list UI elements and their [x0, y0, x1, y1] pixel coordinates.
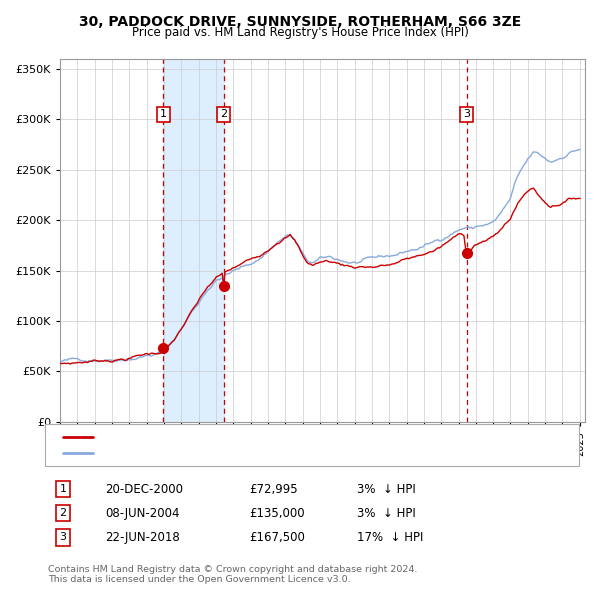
Text: Contains HM Land Registry data © Crown copyright and database right 2024.
This d: Contains HM Land Registry data © Crown c…	[48, 565, 418, 584]
Text: 3%  ↓ HPI: 3% ↓ HPI	[357, 483, 416, 496]
Text: £167,500: £167,500	[249, 531, 305, 544]
Text: 08-JUN-2004: 08-JUN-2004	[105, 507, 179, 520]
Text: 3: 3	[59, 533, 67, 542]
Text: 2: 2	[59, 509, 67, 518]
Text: Price paid vs. HM Land Registry's House Price Index (HPI): Price paid vs. HM Land Registry's House …	[131, 26, 469, 39]
Text: £72,995: £72,995	[249, 483, 298, 496]
Text: 30, PADDOCK DRIVE, SUNNYSIDE, ROTHERHAM, S66 3ZE (detached house): 30, PADDOCK DRIVE, SUNNYSIDE, ROTHERHAM,…	[97, 432, 488, 442]
Text: 20-DEC-2000: 20-DEC-2000	[105, 483, 183, 496]
Text: 3%  ↓ HPI: 3% ↓ HPI	[357, 507, 416, 520]
Text: 30, PADDOCK DRIVE, SUNNYSIDE, ROTHERHAM, S66 3ZE: 30, PADDOCK DRIVE, SUNNYSIDE, ROTHERHAM,…	[79, 15, 521, 29]
Text: 3: 3	[463, 109, 470, 119]
Text: £135,000: £135,000	[249, 507, 305, 520]
Text: HPI: Average price, detached house, Rotherham: HPI: Average price, detached house, Roth…	[97, 448, 347, 458]
Bar	[163, 59, 224, 422]
Text: 2: 2	[220, 109, 227, 119]
Text: 22-JUN-2018: 22-JUN-2018	[105, 531, 180, 544]
Text: 1: 1	[160, 109, 167, 119]
Text: 17%  ↓ HPI: 17% ↓ HPI	[357, 531, 424, 544]
Text: 1: 1	[59, 484, 67, 494]
